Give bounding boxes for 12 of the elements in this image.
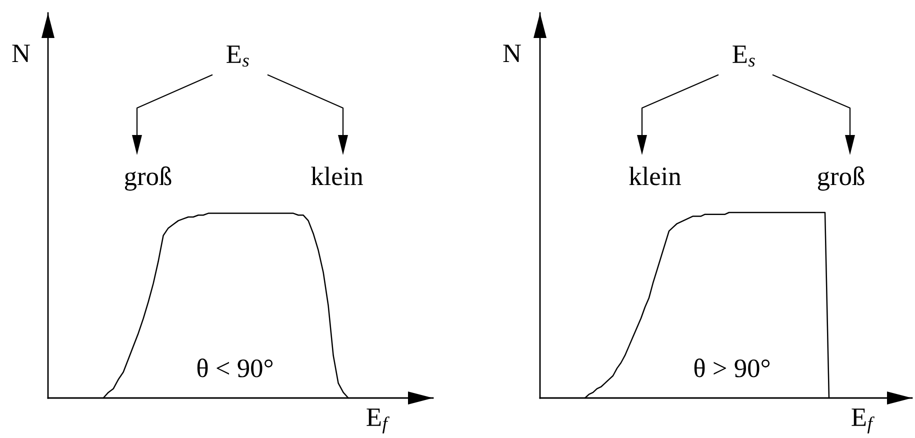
text: E$_{s}$ (732, 46, 755, 67)
x-axis-title: E$_{f}$ (366, 408, 390, 434)
text: klein (311, 166, 363, 186)
text: groß (818, 166, 864, 191)
annotation: θ < 90° (197, 358, 273, 378)
text: groß (124, 166, 172, 191)
annotation: θ > 90° (694, 358, 770, 378)
x-axis-title: E$_{f}$ (852, 408, 875, 434)
y-axis-title: N (503, 44, 521, 62)
text: klein (629, 166, 681, 186)
text: E$_{s}$ (226, 46, 249, 67)
y-axis-title: N (12, 44, 30, 62)
